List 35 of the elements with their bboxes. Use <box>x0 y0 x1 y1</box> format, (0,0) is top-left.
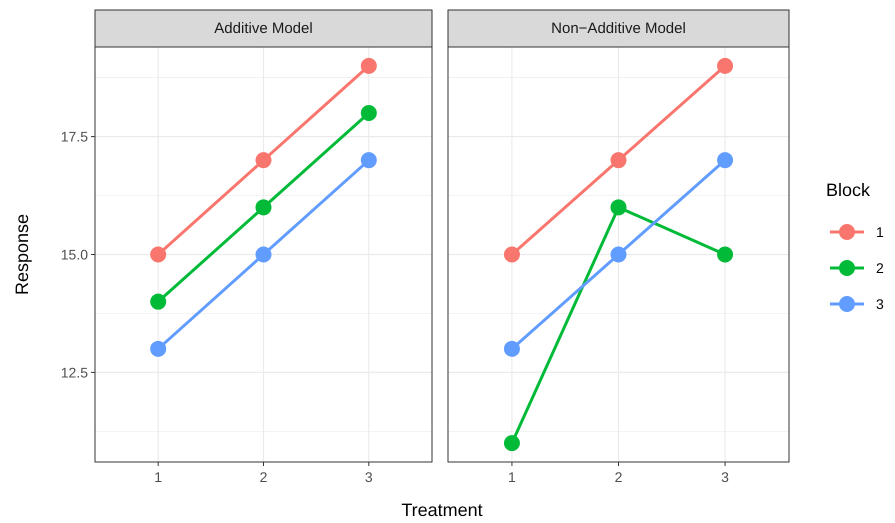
point <box>717 152 734 168</box>
point <box>504 435 520 452</box>
point <box>150 294 166 310</box>
y-tick-label: 17.5 <box>60 128 88 145</box>
point <box>360 58 377 74</box>
chart-title: Additive Model <box>214 20 313 37</box>
point <box>504 246 520 262</box>
y-axis-title: Response <box>12 214 32 296</box>
legend-title: Block <box>826 180 872 200</box>
point <box>150 246 166 262</box>
point <box>360 105 377 122</box>
legend-label: 1 <box>876 224 884 240</box>
x-tick-label: 1 <box>508 469 516 485</box>
point <box>717 246 734 262</box>
y-tick-label: 15.0 <box>60 246 88 262</box>
x-tick-label: 3 <box>364 469 373 485</box>
point <box>610 152 626 168</box>
point <box>150 340 166 357</box>
point <box>610 199 626 216</box>
legend-label: 3 <box>876 296 884 312</box>
x-tick-label: 3 <box>721 469 730 485</box>
point <box>256 246 272 262</box>
x-tick-label: 2 <box>614 469 623 485</box>
point <box>610 246 626 262</box>
point <box>717 58 734 74</box>
y-tick-label: 12.5 <box>60 364 88 380</box>
legend-label: 2 <box>876 260 884 276</box>
point <box>504 340 520 357</box>
x-axis-title: Treatment <box>401 500 483 520</box>
x-tick-label: 1 <box>154 469 162 485</box>
x-tick-label: 2 <box>260 469 268 485</box>
point <box>256 152 272 168</box>
point <box>256 199 272 216</box>
point <box>360 152 377 168</box>
chart-title: Non−Additive Model <box>551 20 686 37</box>
